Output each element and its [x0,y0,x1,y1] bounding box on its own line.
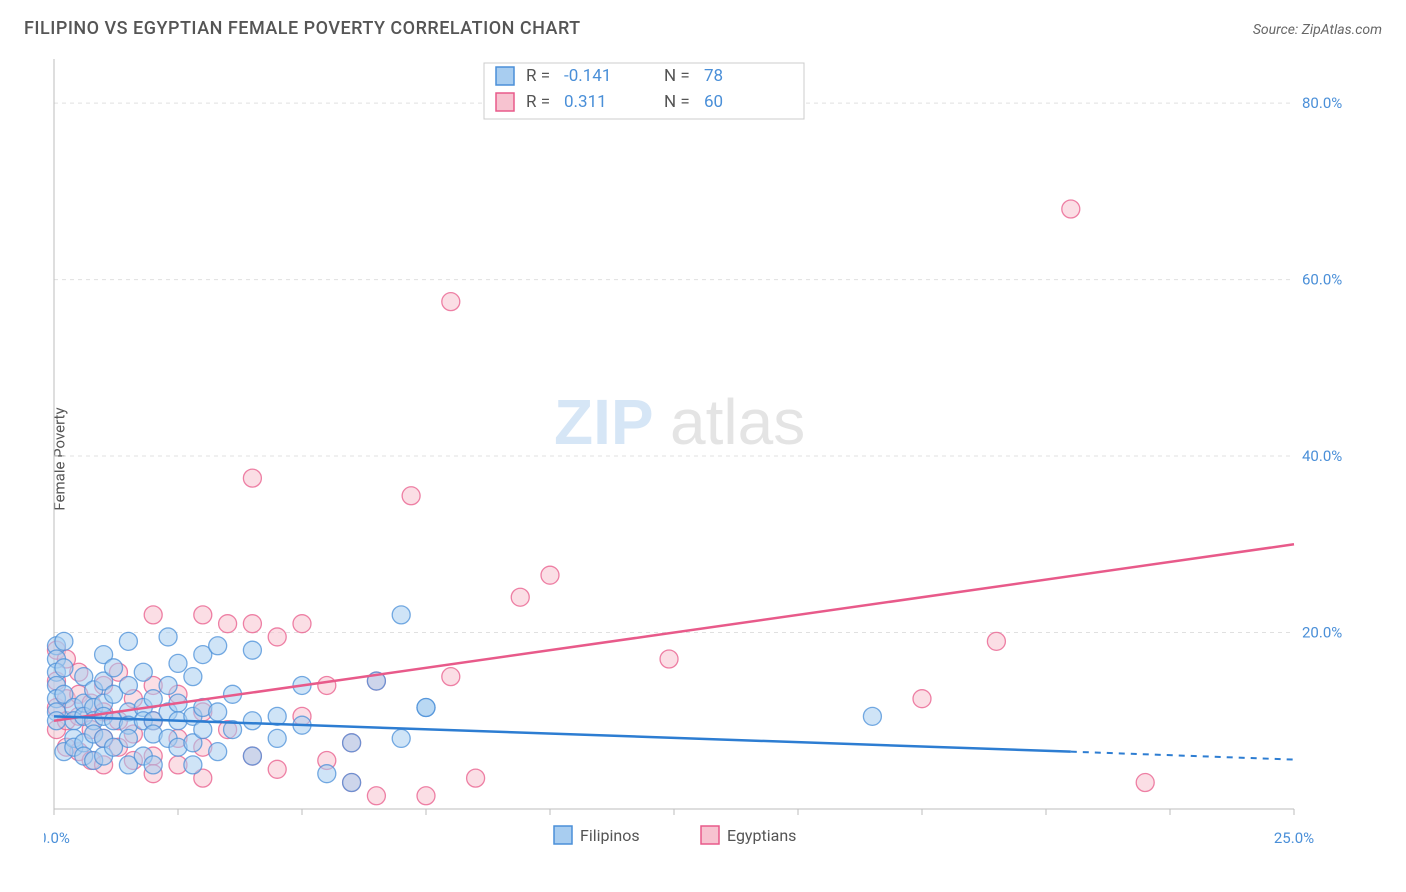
data-point [318,676,336,694]
data-point [417,699,435,717]
data-point [243,469,261,487]
data-point [660,650,678,668]
data-point [913,690,931,708]
data-point [293,615,311,633]
legend-r-label: R = [526,66,550,86]
source-attribution: Source: ZipAtlas.com [1253,22,1382,38]
data-point [243,747,261,765]
data-point [184,668,202,686]
data-point [442,668,460,686]
data-point [392,729,410,747]
bottom-legend-label: Filipinos [580,826,640,845]
data-point [243,712,261,730]
data-point [367,787,385,805]
data-point [55,659,73,677]
chart-title: FILIPINO VS EGYPTIAN FEMALE POVERTY CORR… [24,18,581,39]
data-point [318,765,336,783]
data-point [169,654,187,672]
data-point [392,606,410,624]
data-point [159,628,177,646]
chart-container: Female Poverty 20.0%40.0%60.0%80.0%ZIPat… [0,39,1406,879]
data-point [442,293,460,311]
data-point [1136,774,1154,792]
watermark-zip: ZIP [554,386,654,458]
data-point [243,615,261,633]
data-point [268,760,286,778]
legend-n-value: 60 [704,92,723,112]
data-point [863,707,881,725]
bottom-legend-swatch [554,826,572,844]
data-point [541,566,559,584]
y-tick-label: 60.0% [1302,271,1342,289]
bottom-legend-swatch [701,826,719,844]
legend-n-label: N = [664,92,690,112]
data-point [417,787,435,805]
data-point [402,487,420,505]
data-point [343,734,361,752]
data-point [209,637,227,655]
legend-swatch [496,67,514,85]
y-tick-label: 80.0% [1302,94,1342,112]
data-point [987,632,1005,650]
x-tick-label: 0.0% [44,829,70,847]
bottom-legend-label: Egyptians [727,826,796,845]
data-point [119,729,137,747]
data-point [134,663,152,681]
header-bar: FILIPINO VS EGYPTIAN FEMALE POVERTY CORR… [0,0,1406,39]
data-point [209,743,227,761]
data-point [1062,200,1080,218]
data-point [268,628,286,646]
data-point [219,615,237,633]
data-point [194,606,212,624]
legend-r-value: -0.141 [564,66,611,86]
data-point [243,641,261,659]
data-point [268,729,286,747]
data-point [119,632,137,650]
legend-n-value: 78 [704,66,723,86]
data-point [511,588,529,606]
data-point [55,632,73,650]
data-point [159,676,177,694]
data-point [343,774,361,792]
data-point [119,676,137,694]
scatter-plot: 20.0% 40.0% 60.0% 80.0% ZIPatlas 0.0% 25.0% R =… [44,49,1344,879]
legend-r-value: 0.311 [564,92,607,112]
x-tick-label: 25.0% [1274,829,1314,847]
data-point [184,756,202,774]
data-point [467,769,485,787]
watermark-atlas: atlas [670,386,805,458]
legend-swatch [496,93,514,111]
trend-line-filipinos-extrapolated [1071,752,1294,760]
legend-n-label: N = [664,66,690,86]
data-point [105,659,123,677]
y-tick-label: 40.0% [1302,447,1342,465]
data-point [194,721,212,739]
y-tick-label: 20.0% [1302,624,1342,642]
data-point [144,606,162,624]
data-point [209,703,227,721]
legend-r-label: R = [526,92,550,112]
data-point [144,756,162,774]
